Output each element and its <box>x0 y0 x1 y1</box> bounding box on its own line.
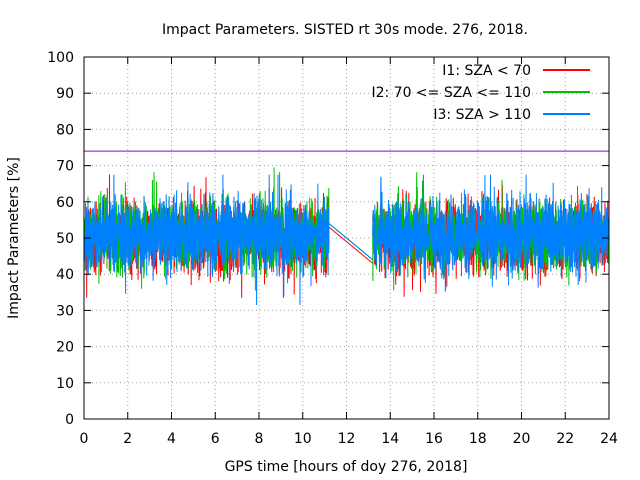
y-tick-label: 20 <box>56 340 74 356</box>
x-tick-label: 4 <box>167 431 176 447</box>
chart-title: Impact Parameters. SISTED rt 30s mode. 2… <box>162 22 528 38</box>
series-line <box>83 174 610 306</box>
legend: I1: SZA < 70 I2: 70 <= SZA <= 110 I3: SZA … <box>371 63 590 123</box>
y-axis-label: Impact Parameters [%] <box>6 157 22 319</box>
x-tick-label: 24 <box>600 431 618 447</box>
x-tick-label: 22 <box>556 431 574 447</box>
x-tick-label: 6 <box>211 431 220 447</box>
x-tick-label: 16 <box>425 431 443 447</box>
x-tick-label: 10 <box>294 431 312 447</box>
series-segment <box>372 174 610 292</box>
y-tick-label: 100 <box>47 50 74 66</box>
y-tick-label: 80 <box>56 122 74 138</box>
data-series <box>83 167 610 306</box>
x-tick-label: 8 <box>255 431 264 447</box>
y-tick-label: 10 <box>56 376 74 392</box>
x-tick-label: 0 <box>80 431 89 447</box>
legend-label: I2: 70 <= SZA <= 110 <box>371 85 531 101</box>
series-segment <box>83 174 330 306</box>
x-tick-label: 12 <box>338 431 356 447</box>
y-tick-label: 90 <box>56 86 74 102</box>
x-tick-label: 2 <box>123 431 132 447</box>
series-gap-bridge <box>328 226 374 264</box>
y-tick-label: 40 <box>56 267 74 283</box>
y-tick-label: 70 <box>56 159 74 175</box>
x-tick-label: 20 <box>513 431 531 447</box>
x-tick-label: 14 <box>381 431 399 447</box>
legend-label: I1: SZA < 70 <box>442 63 531 79</box>
y-tick-label: 60 <box>56 195 74 211</box>
legend-label: I3: SZA > 110 <box>433 107 531 123</box>
x-tick-label: 18 <box>469 431 487 447</box>
y-tick-label: 30 <box>56 303 74 319</box>
x-axis-label: GPS time [hours of doy 276, 2018] <box>225 459 468 475</box>
y-tick-label: 0 <box>65 412 74 428</box>
y-tick-label: 50 <box>56 231 74 247</box>
series-gap-bridge <box>328 223 374 261</box>
